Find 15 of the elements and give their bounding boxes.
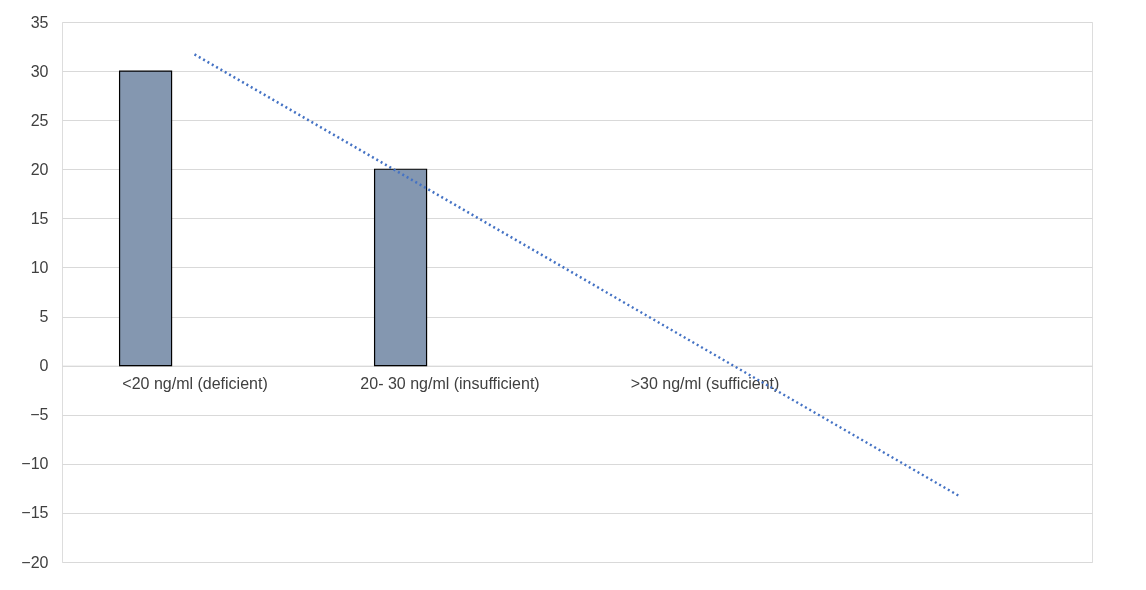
y-tick-label: 25 bbox=[30, 111, 49, 129]
y-tick-label: 35 bbox=[30, 13, 49, 31]
y-tick-label: −10 bbox=[21, 455, 49, 473]
y-tick-label: −20 bbox=[21, 553, 49, 571]
y-tick-label: 20 bbox=[30, 160, 49, 178]
y-tick-label: 15 bbox=[30, 209, 49, 227]
y-tick-label: −15 bbox=[21, 504, 49, 522]
x-tick-label: 20- 30 ng/ml (insufficient) bbox=[360, 375, 540, 393]
y-tick-label: 10 bbox=[30, 258, 49, 276]
line-series bbox=[193, 53, 961, 498]
y-tick-label: 0 bbox=[39, 357, 49, 375]
y-tick-label: 5 bbox=[39, 308, 49, 326]
y-tick-label: −5 bbox=[30, 406, 49, 424]
y-tick-label: 30 bbox=[30, 62, 49, 80]
x-tick-label: <20 ng/ml (deficient) bbox=[122, 375, 268, 393]
